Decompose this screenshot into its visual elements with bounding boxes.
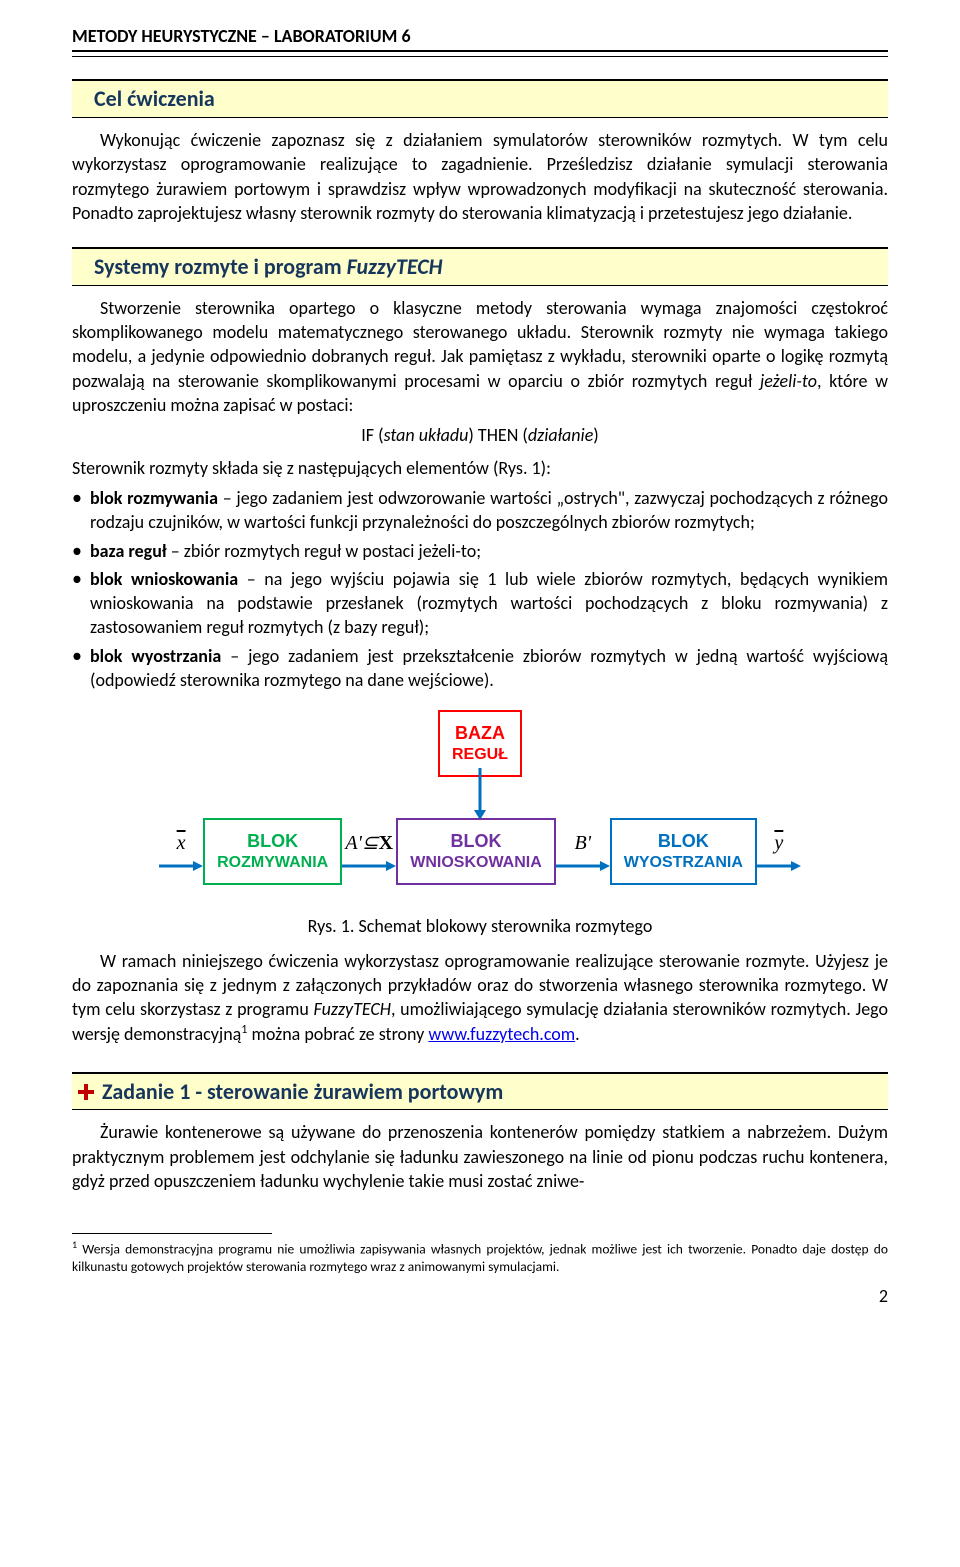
arrow-input: x: [159, 830, 203, 873]
footnote-separator: [72, 1233, 272, 1234]
arrow-ax: A'⊆X: [342, 830, 396, 873]
plus-icon: [78, 1084, 94, 1100]
list-item: baza reguł – zbiór rozmytych reguł w pos…: [72, 539, 888, 563]
list-item: blok wyostrzania – jego zadaniem jest pr…: [72, 644, 888, 693]
text: ) THEN (: [468, 424, 527, 446]
text: ): [593, 424, 598, 446]
page-header: METODY HEURYSTYCZNE – LABORATORIUM 6: [72, 24, 888, 52]
section-title-zadanie1: Zadanie 1 - sterowanie żurawiem portowym: [72, 1072, 888, 1111]
block-line: BLOK: [217, 830, 328, 853]
paragraph: Sterownik rozmyty składa się z następują…: [72, 456, 888, 480]
arrow-b: B': [556, 830, 610, 873]
text-italic: działanie: [528, 424, 593, 446]
paragraph: Żurawie kontenerowe są używane do przeno…: [72, 1120, 888, 1193]
list-item: blok wnioskowania – na jego wyjściu poja…: [72, 567, 888, 640]
title-text: Zadanie 1 - sterowanie żurawiem portowym: [102, 1077, 503, 1107]
block-diagram: BAZA REGUŁ x BLOK ROZMYWANIA A'⊆X BLOK W…: [72, 710, 888, 900]
block-line: BLOK: [410, 830, 542, 853]
block-wyostrzania: BLOK WYOSTRZANIA: [610, 818, 757, 885]
figure-caption: Rys. 1. Schemat blokowy sterownika rozmy…: [72, 914, 888, 938]
footnote: 1 Wersja demonstracyjna programu nie umo…: [72, 1238, 888, 1276]
bold-term: blok rozmywania: [90, 487, 218, 509]
text-italic: stan układu: [384, 424, 469, 446]
bold-term: blok wnioskowania: [90, 568, 238, 590]
bullet-list: blok rozmywania – jego zadaniem jest odw…: [72, 486, 888, 692]
footnote-text: Wersja demonstracyjna programu nie umożl…: [72, 1241, 888, 1276]
block-line: BAZA: [452, 722, 508, 745]
block-line: WYOSTRZANIA: [624, 853, 743, 873]
block-line: WNIOSKOWANIA: [410, 853, 542, 873]
block-line: ROZMYWANIA: [217, 853, 328, 873]
paragraph: W ramach niniejszego ćwiczenia wykorzyst…: [72, 949, 888, 1046]
section-title-systemy: Systemy rozmyte i program FuzzyTECH: [72, 247, 888, 286]
label-x: x: [177, 832, 186, 854]
label-y: y: [774, 832, 783, 854]
block-line: BLOK: [624, 830, 743, 853]
block-rozmywania: BLOK ROZMYWANIA: [203, 818, 342, 885]
diagram-row: x BLOK ROZMYWANIA A'⊆X BLOK WNIOSKOWANIA…: [72, 818, 888, 885]
arrow-output: y: [757, 830, 801, 873]
text: .: [575, 1023, 580, 1045]
paragraph: Stworzenie sterownika opartego o klasycz…: [72, 296, 888, 417]
text: – zbiór rozmytych reguł w postaci jeżeli…: [167, 540, 481, 562]
title-text-a: Systemy rozmyte i program: [94, 253, 347, 280]
block-wnioskowania: BLOK WNIOSKOWANIA: [396, 818, 556, 885]
header-rule: [72, 56, 888, 57]
bold-term: blok wyostrzania: [90, 645, 221, 667]
paragraph: Wykonując ćwiczenie zapoznasz się z dzia…: [72, 128, 888, 225]
block-line: REGUŁ: [452, 745, 508, 765]
block-baza-regul: BAZA REGUŁ: [438, 710, 522, 777]
section-title-cel: Cel ćwiczenia: [72, 79, 888, 118]
formula: IF (stan układu) THEN (działanie): [72, 423, 888, 447]
text-italic: FuzzyTECH: [314, 998, 391, 1020]
bold-term: baza reguł: [90, 540, 167, 562]
title-text-b: FuzzyTECH: [347, 253, 443, 280]
page-number: 2: [72, 1284, 888, 1308]
text: IF (: [361, 424, 383, 446]
link-fuzzytech[interactable]: www.fuzzytech.com: [428, 1023, 575, 1045]
list-item: blok rozmywania – jego zadaniem jest odw…: [72, 486, 888, 535]
text-italic: jeżeli-to: [760, 370, 817, 392]
text: można pobrać ze strony: [247, 1023, 428, 1045]
